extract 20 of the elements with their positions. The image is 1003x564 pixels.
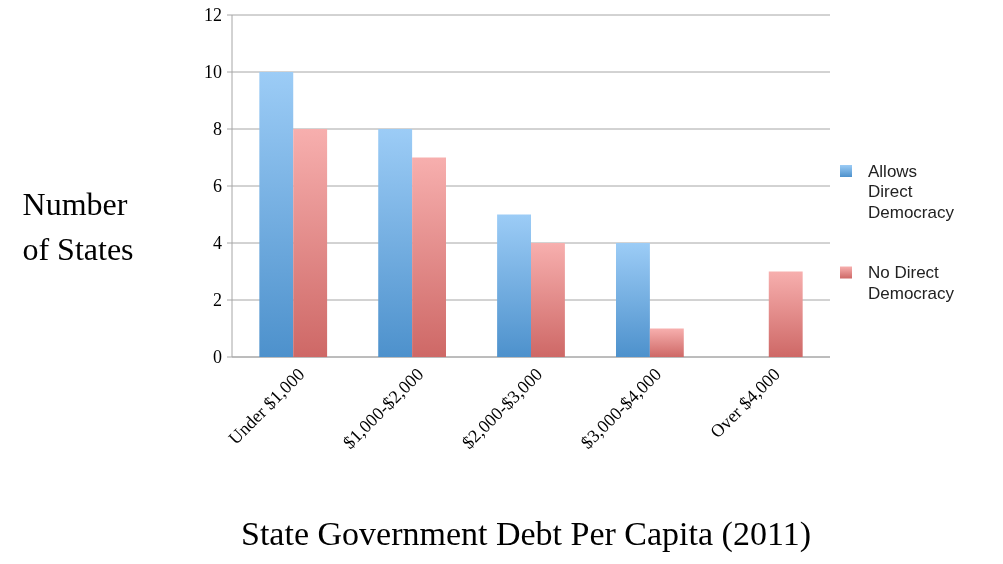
y-tick-label: 0 xyxy=(213,347,222,368)
bar xyxy=(378,129,413,357)
y-tick-label: 10 xyxy=(204,62,222,83)
bar xyxy=(531,243,565,357)
bar xyxy=(293,129,328,357)
legend-label: No Direct Democracy xyxy=(868,263,955,303)
bar xyxy=(412,157,446,357)
bar xyxy=(497,214,531,357)
y-tick-label: 2 xyxy=(213,290,222,311)
y-tick-label: 6 xyxy=(213,176,222,197)
bar xyxy=(616,243,650,357)
legend-label: Allows Direct Democracy xyxy=(868,161,955,222)
y-tick-label: 4 xyxy=(213,233,222,254)
y-axis-title: Number of States xyxy=(22,186,134,267)
x-axis-title: State Government Debt Per Capita (2011) xyxy=(241,515,811,553)
bar xyxy=(259,72,294,357)
bar xyxy=(649,328,684,357)
y-tick-label: 12 xyxy=(204,5,222,26)
y-tick-label: 8 xyxy=(213,119,222,140)
bar xyxy=(768,271,803,357)
